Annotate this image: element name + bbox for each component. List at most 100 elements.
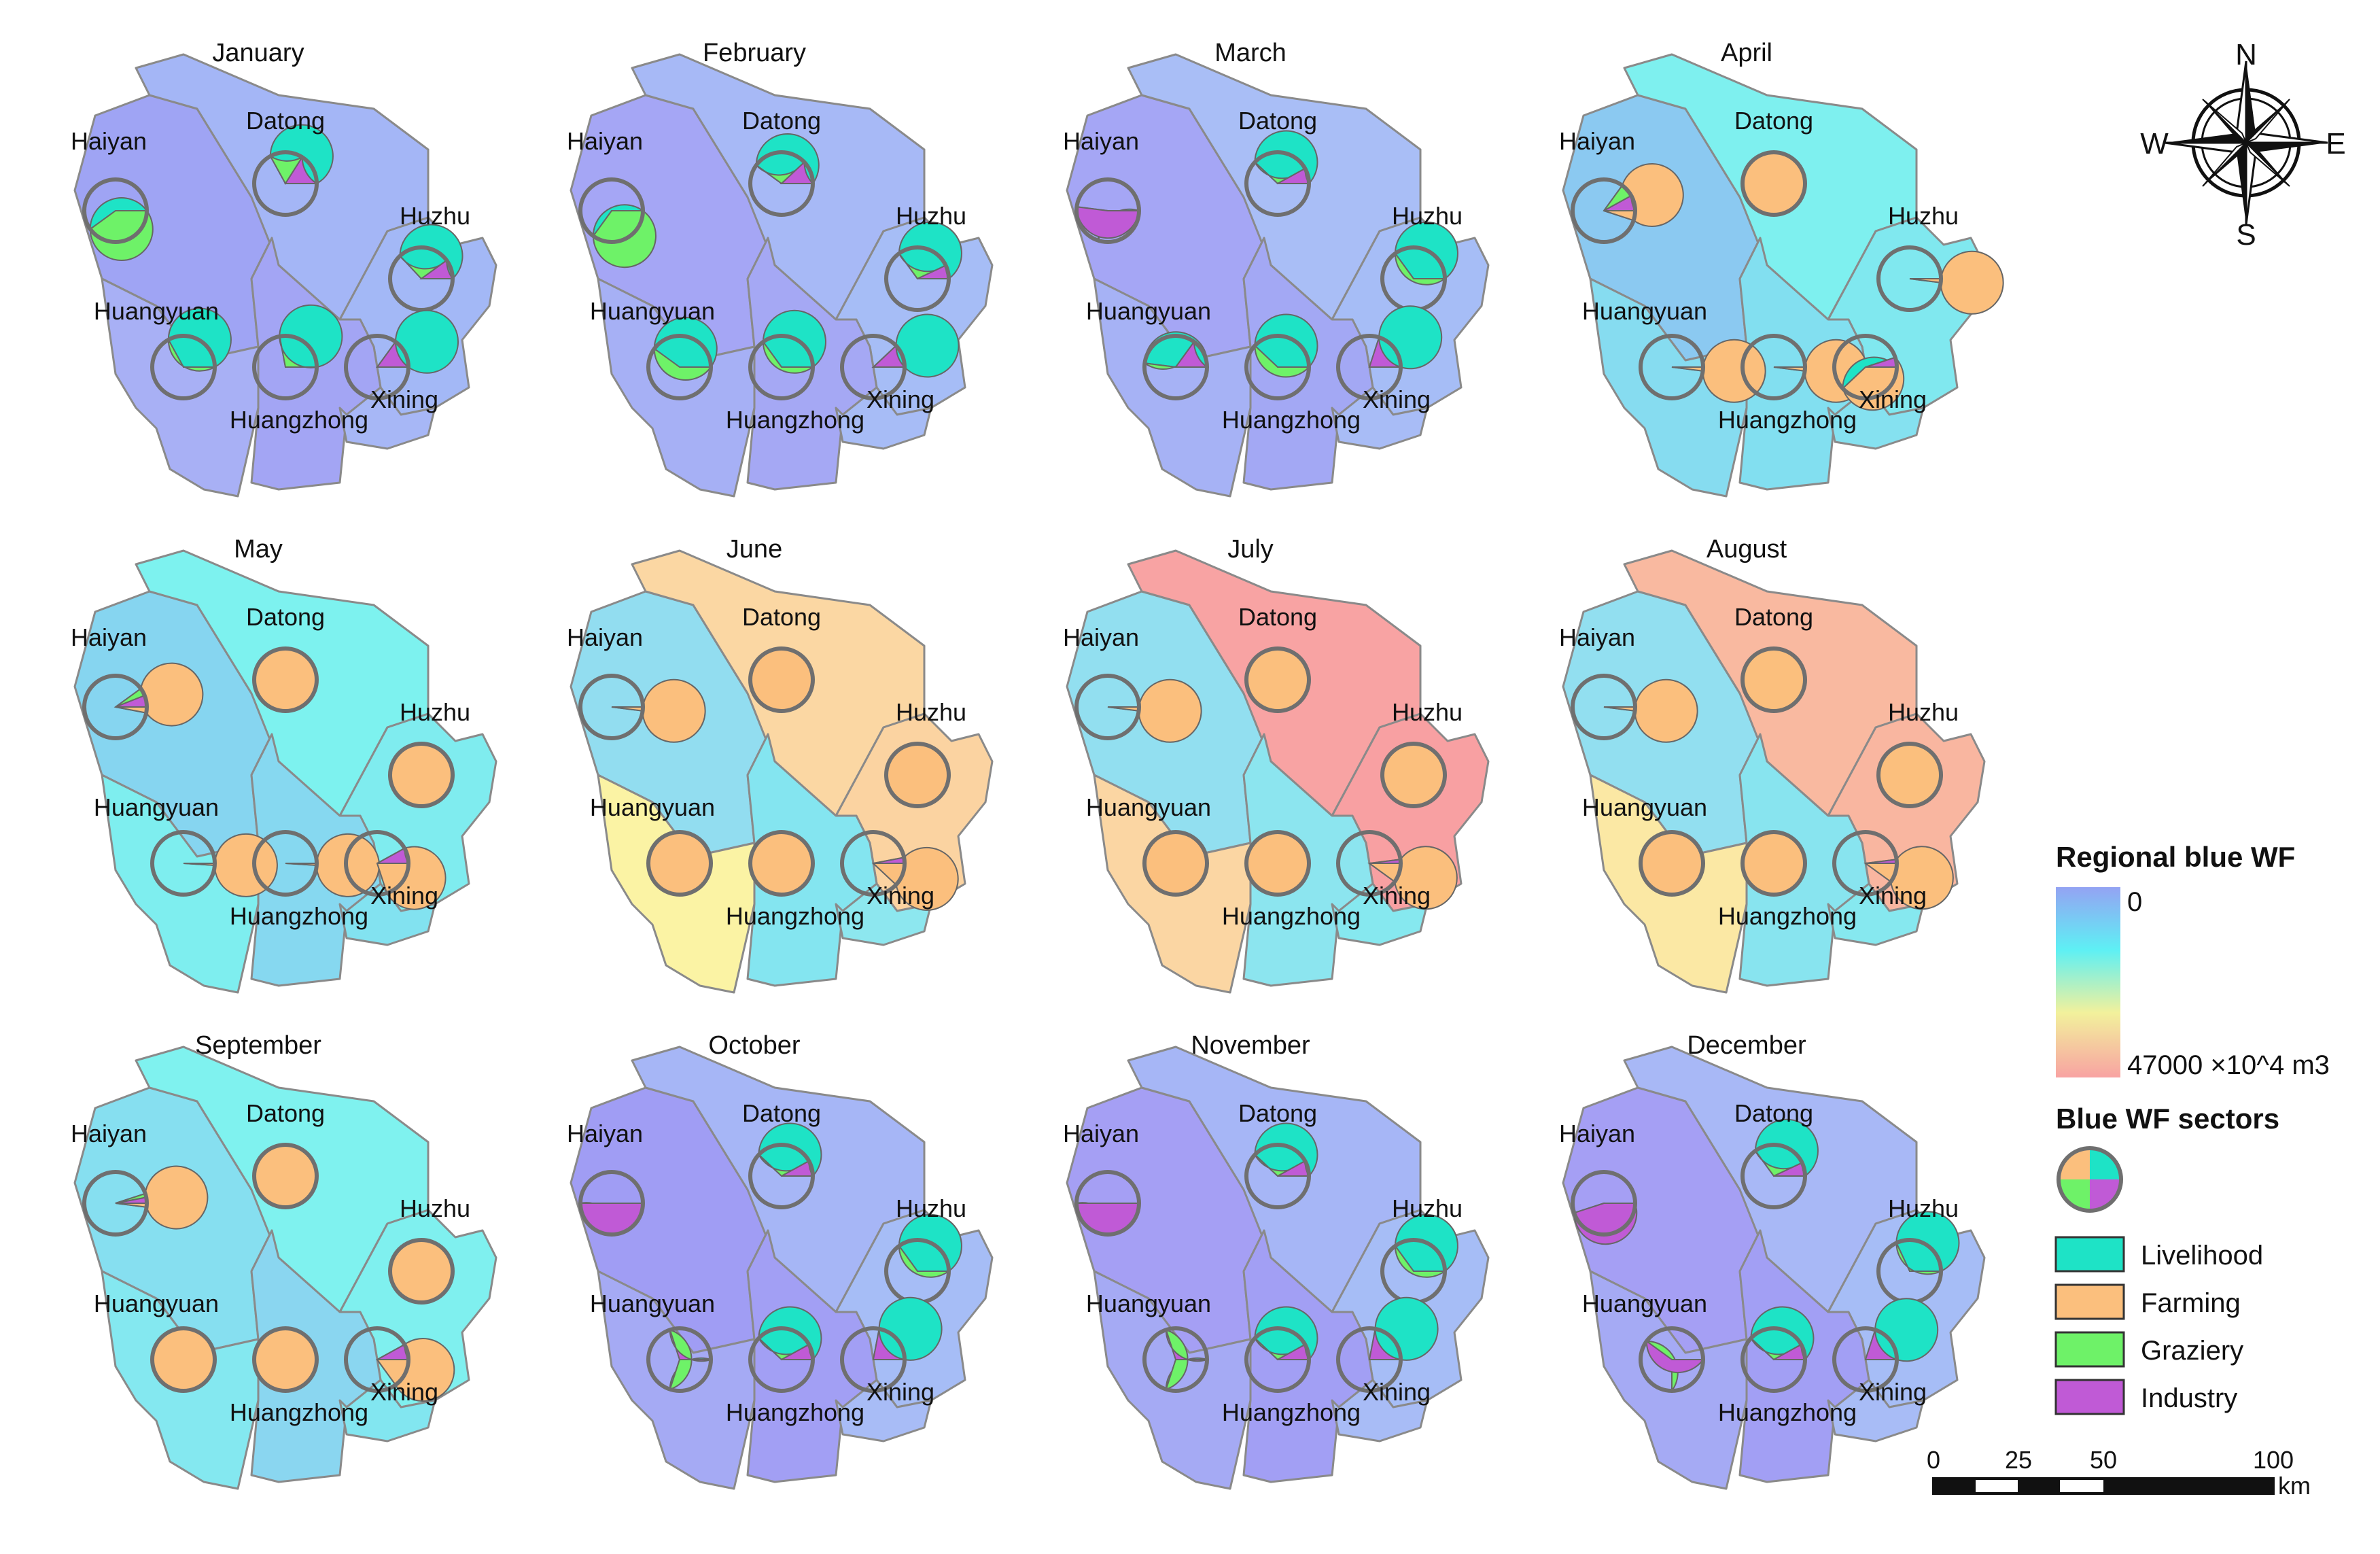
pie-xining-outline — [840, 334, 907, 400]
pie-haiyan-outline — [82, 1170, 149, 1237]
pie-huangzhong — [252, 304, 343, 400]
county-label-huangzhong: Huangzhong — [1718, 406, 1857, 434]
pie-xining-outline — [1336, 1326, 1403, 1393]
month-title: June — [727, 535, 782, 564]
county-label-xining: Xining — [1859, 882, 1927, 910]
pie-huangyuan-outline — [1639, 1326, 1705, 1393]
pie-huangzhong-outline — [252, 1326, 319, 1393]
pie-datong-outline — [748, 646, 815, 713]
pie-huangzhong — [748, 830, 815, 897]
pie-huangyuan-farming-slice — [1144, 832, 1207, 895]
pie-huzhu-farming-slice — [886, 744, 949, 806]
pie-huangzhong-outline — [748, 334, 815, 400]
legend-swatch-farming — [2054, 1283, 2125, 1320]
pie-huzhu — [1876, 742, 1943, 808]
legend-pie-graziery — [2059, 1179, 2090, 1211]
pie-huzhu-farming-slice — [1382, 744, 1445, 806]
county-label-haiyan: Haiyan — [1559, 623, 1635, 651]
county-label-xining: Xining — [370, 1378, 438, 1406]
pie-huangzhong-outline — [1740, 334, 1807, 400]
county-label-xining: Xining — [1859, 385, 1927, 413]
pie-haiyan — [578, 1170, 645, 1237]
pie-datong-outline — [1244, 1143, 1311, 1209]
month-title: February — [703, 39, 806, 67]
pie-huangyuan — [1639, 830, 1705, 897]
pie-haiyan-outline — [578, 177, 645, 244]
region-xining — [338, 386, 436, 450]
county-label-xining: Xining — [867, 1378, 934, 1406]
pie-xining-outline — [840, 1326, 907, 1393]
county-label-huzhu: Huzhu — [1888, 698, 1959, 726]
pie-datong-farming-slice — [1246, 649, 1309, 711]
pie-huzhu-graziery-slice — [1895, 1242, 1942, 1275]
pie-xining — [840, 1296, 943, 1393]
scale-tick-0: 0 — [1927, 1446, 1940, 1474]
pie-xining — [1336, 1296, 1439, 1393]
pie-huangzhong-outline — [1244, 1326, 1311, 1393]
pie-haiyan-outline — [1074, 177, 1141, 244]
region-huangyuan — [101, 774, 260, 994]
pie-huangyuan — [1639, 334, 1766, 403]
pie-huangyuan-outline — [1142, 1326, 1209, 1393]
pie-huangzhong — [1740, 1306, 1815, 1393]
region-xining — [1331, 1379, 1429, 1443]
month-title: December — [1687, 1031, 1806, 1060]
map-panel-october: October Haiyan Datong Huzhu Huangyuan Huangzh… — [567, 1031, 994, 1490]
pie-huangzhong — [1244, 1306, 1318, 1393]
pie-huangyuan-livelihood-slice — [167, 307, 232, 368]
pie-huzhu-livelihood-slice — [1895, 1211, 1960, 1272]
county-label-xining: Xining — [1363, 1378, 1431, 1406]
pie-huangzhong-farming-slice — [1743, 832, 1805, 895]
pie-haiyan-outline — [1571, 674, 1637, 740]
pie-datong-outline — [252, 150, 319, 217]
pie-huzhu-outline — [1876, 742, 1943, 808]
pie-haiyan-livelihood-slice — [592, 204, 646, 239]
pie-huzhu-graziery-slice — [1394, 251, 1448, 286]
pie-datong — [748, 646, 815, 713]
county-label-xining: Xining — [1363, 882, 1431, 910]
pie-huangzhong-farming-slice — [254, 1328, 317, 1391]
county-label-huangzhong: Huangzhong — [1222, 406, 1361, 434]
pie-haiyan — [578, 177, 657, 269]
pie-huangzhong-outline — [1740, 1326, 1807, 1393]
pie-huzhu — [388, 224, 463, 312]
county-label-huzhu: Huzhu — [400, 202, 470, 230]
month-title: September — [195, 1031, 321, 1060]
pie-huzhu-farming-slice — [390, 1240, 453, 1302]
pie-huzhu-outline — [1876, 245, 1943, 312]
county-label-huzhu: Huzhu — [1392, 1194, 1463, 1222]
pie-huangzhong-graziery-slice — [762, 339, 816, 374]
pie-huzhu-farming-slice — [1909, 250, 2004, 315]
scale-unit: km — [2278, 1472, 2311, 1500]
map-panel-january: January Haiyan Datong Huzhu Huangyuan Huangzh… — [71, 39, 497, 498]
compass-s: S — [2236, 218, 2256, 252]
pie-huangyuan-farming-slice — [183, 833, 278, 897]
county-label-datong: Datong — [246, 603, 325, 631]
pie-haiyan — [1074, 674, 1202, 743]
pie-datong-outline — [748, 1143, 815, 1209]
pie-haiyan — [1571, 163, 1684, 244]
pie-huangzhong-outline — [252, 830, 319, 897]
county-label-huzhu: Huzhu — [1888, 202, 1959, 230]
county-label-huangyuan: Huangyuan — [590, 793, 715, 821]
pie-huangyuan-outline — [150, 1326, 217, 1393]
county-label-huzhu: Huzhu — [896, 1194, 966, 1222]
legend-sector-pie — [2057, 1146, 2123, 1213]
county-label-huzhu: Huzhu — [400, 1194, 470, 1222]
legend-label-industry: Industry — [2141, 1383, 2237, 1413]
county-label-huangzhong: Huangzhong — [726, 1398, 864, 1426]
pie-huangyuan-outline — [1142, 334, 1209, 400]
pie-haiyan — [82, 662, 204, 740]
pie-xining — [840, 313, 960, 400]
region-xining — [338, 882, 436, 946]
pie-haiyan-farming-slice — [1603, 678, 1698, 743]
county-label-huangyuan: Huangyuan — [1582, 1290, 1707, 1317]
pie-xining — [344, 309, 459, 400]
month-title: July — [1227, 535, 1274, 564]
pie-haiyan-farming-slice — [113, 662, 204, 727]
pie-haiyan-graziery-slice — [89, 210, 154, 262]
county-label-datong: Datong — [742, 603, 821, 631]
pie-huangzhong-outline — [1244, 334, 1311, 400]
pie-xining-industry-slice — [1368, 1328, 1401, 1360]
